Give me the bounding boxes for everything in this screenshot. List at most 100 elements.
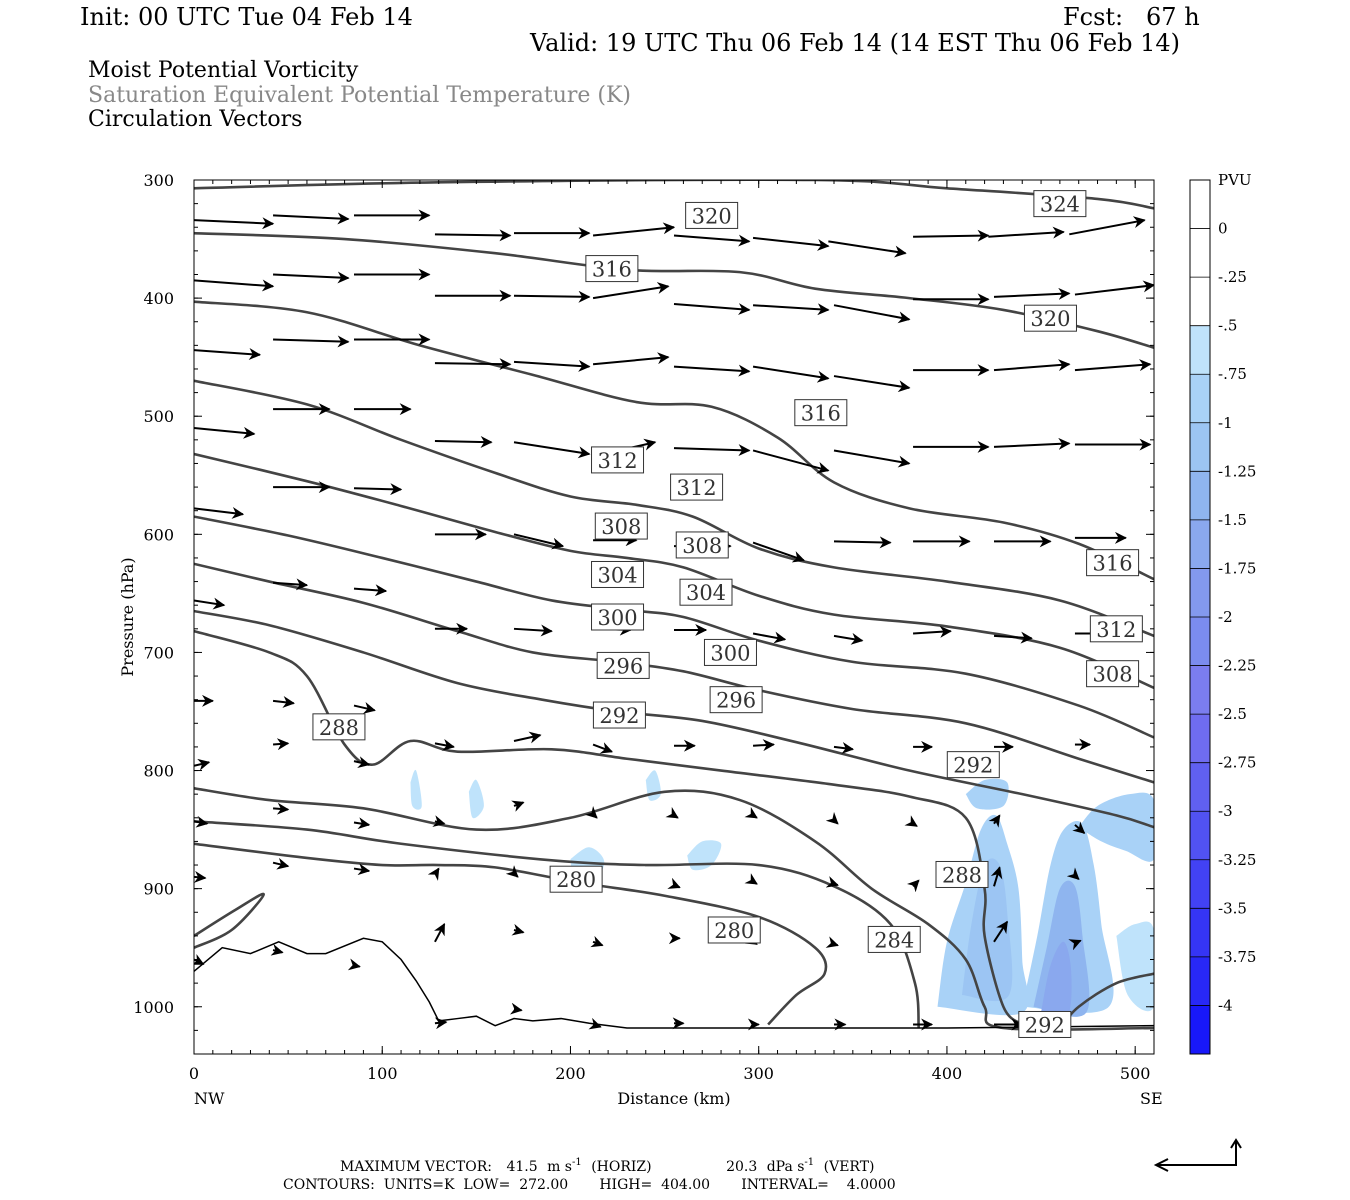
- colorbar-segment: [1190, 180, 1210, 229]
- colorbar-segment: [1190, 665, 1210, 715]
- horiz-exp: -1: [572, 1157, 582, 1168]
- contour-line-292: [194, 786, 1154, 1031]
- circulation-vector: [912, 625, 952, 638]
- x-axis-title: Distance (km): [617, 1089, 730, 1108]
- circulation-vector: [825, 876, 839, 888]
- nw-end-label: NW: [194, 1089, 225, 1108]
- contour-label: 304: [597, 563, 637, 587]
- contour-label-box: [709, 686, 763, 714]
- contour-label: 308: [601, 515, 641, 539]
- y-tick-label: 1000: [133, 998, 174, 1017]
- circulation-vector: [906, 879, 920, 893]
- max-vector-label: MAXIMUM VECTOR:: [340, 1159, 492, 1175]
- circulation-vector: [1074, 359, 1152, 372]
- circulation-vector: [1072, 821, 1086, 834]
- circulation-vector: [511, 800, 525, 812]
- contour-label: 292: [953, 754, 993, 778]
- contour-label: 316: [1093, 552, 1133, 576]
- circulation-vector: [833, 375, 911, 393]
- contour-label-box: [596, 651, 650, 679]
- x-tick-label: 200: [555, 1064, 586, 1083]
- circulation-vector: [272, 738, 290, 751]
- circulation-vector: [673, 234, 751, 247]
- contour-label: 320: [692, 204, 732, 228]
- colorbar-segment: [1190, 811, 1210, 860]
- contour-label: 280: [556, 868, 596, 892]
- circulation-vector: [744, 873, 758, 885]
- pv-region: [1116, 921, 1154, 1012]
- colorbar-tick-label: -.75: [1218, 365, 1247, 383]
- contour-label: 324: [1040, 193, 1080, 217]
- contour-label-box: [946, 751, 1000, 779]
- footer: MAXIMUM VECTOR: 41.5 m s-1 (HORIZ) 20.3 …: [283, 1138, 1242, 1193]
- circulation-vector: [432, 815, 446, 827]
- contour-label: 320: [1030, 307, 1070, 331]
- se-end-label: SE: [1140, 1089, 1163, 1108]
- contour-label-box: [670, 473, 724, 501]
- contour-label: 312: [1096, 618, 1136, 642]
- circulation-vector: [511, 923, 525, 936]
- circulation-vector: [913, 229, 990, 242]
- circulation-vector: [353, 584, 388, 597]
- circulation-vector: [272, 857, 290, 870]
- circulation-vector: [993, 631, 1033, 644]
- colorbar-tick-label: -3.5: [1218, 899, 1247, 917]
- circulation-vector: [272, 578, 309, 591]
- circulation-vector: [833, 741, 855, 754]
- contour-label-box: [1033, 190, 1087, 218]
- x-tick-label: 400: [932, 1064, 963, 1083]
- x-tick-label: 300: [743, 1064, 774, 1083]
- circulation-vector: [752, 236, 830, 251]
- contours-info: CONTOURS: UNITS=K LOW= 272.00 HIGH= 404.…: [283, 1177, 896, 1193]
- contour-label: 292: [599, 704, 639, 728]
- circulation-vector: [752, 303, 830, 316]
- colorbar-tick-label: -3.25: [1218, 851, 1256, 869]
- circulation-vector: [752, 631, 787, 644]
- contour-label-box: [707, 916, 761, 944]
- colorbar-title: PVU: [1218, 171, 1252, 189]
- circulation-vector: [752, 541, 806, 563]
- contour-line-284: [194, 820, 921, 1029]
- circulation-vector: [434, 435, 493, 448]
- circulation-vector: [513, 624, 553, 637]
- colorbar-segment: [1190, 325, 1210, 375]
- circulation-vector: [194, 506, 245, 519]
- contour-label: 296: [716, 689, 756, 713]
- circulation-vector: [513, 441, 591, 459]
- circulation-vector: [194, 870, 207, 883]
- circulation-vector: [434, 739, 455, 751]
- colorbar-tick-label: -3.75: [1218, 948, 1256, 966]
- circulation-vector: [990, 866, 1003, 887]
- circulation-vector: [833, 449, 911, 468]
- reference-vector-arrows: [1158, 1142, 1237, 1166]
- axes: 300 400 500 600 700 800 900 1000 0 100 200 300 400 50…: [133, 171, 1155, 1083]
- pv-colorbar: 0 -.25 -.5 -.75 -1 -1.25 -1.5 -1.75 -2 -2.25 -2.5 -…: [1189, 179, 1256, 1055]
- circulation-vector: [744, 806, 758, 819]
- circulation-vector: [273, 271, 350, 284]
- field-mpv-title: Moist Potential Vorticity: [88, 58, 359, 83]
- circulation-vector: [353, 863, 371, 876]
- y-tick-label: 600: [143, 525, 174, 544]
- colorbar-tick-label: -.5: [1218, 317, 1237, 335]
- contour-label-box: [549, 865, 603, 893]
- colorbar-segment: [1190, 519, 1210, 569]
- x-tick-label: 500: [1120, 1064, 1151, 1083]
- colorbar-segment: [1190, 568, 1210, 617]
- circulation-vector: [434, 1017, 448, 1030]
- contour-label: 292: [1025, 1013, 1065, 1037]
- circulation-vector: [833, 632, 864, 645]
- circulation-vector: [673, 364, 751, 377]
- circulation-vector: [833, 304, 911, 324]
- colorbar-tick-label: -2: [1218, 608, 1233, 626]
- circulation-vector: [993, 359, 1071, 372]
- contour-label: 312: [677, 476, 717, 500]
- contour-line-304: [194, 515, 1154, 739]
- colorbar-tick-label: -1.5: [1218, 511, 1247, 529]
- contour-line-320: [194, 231, 1154, 349]
- circulation-vector: [513, 359, 591, 372]
- contour-label-box: [935, 860, 989, 888]
- field-sat-theta-title: Saturation Equivalent Potential Temperat…: [88, 83, 631, 108]
- contour-line-296: [194, 609, 1154, 829]
- contour-label: 308: [1093, 663, 1133, 687]
- circulation-vector: [1069, 216, 1146, 236]
